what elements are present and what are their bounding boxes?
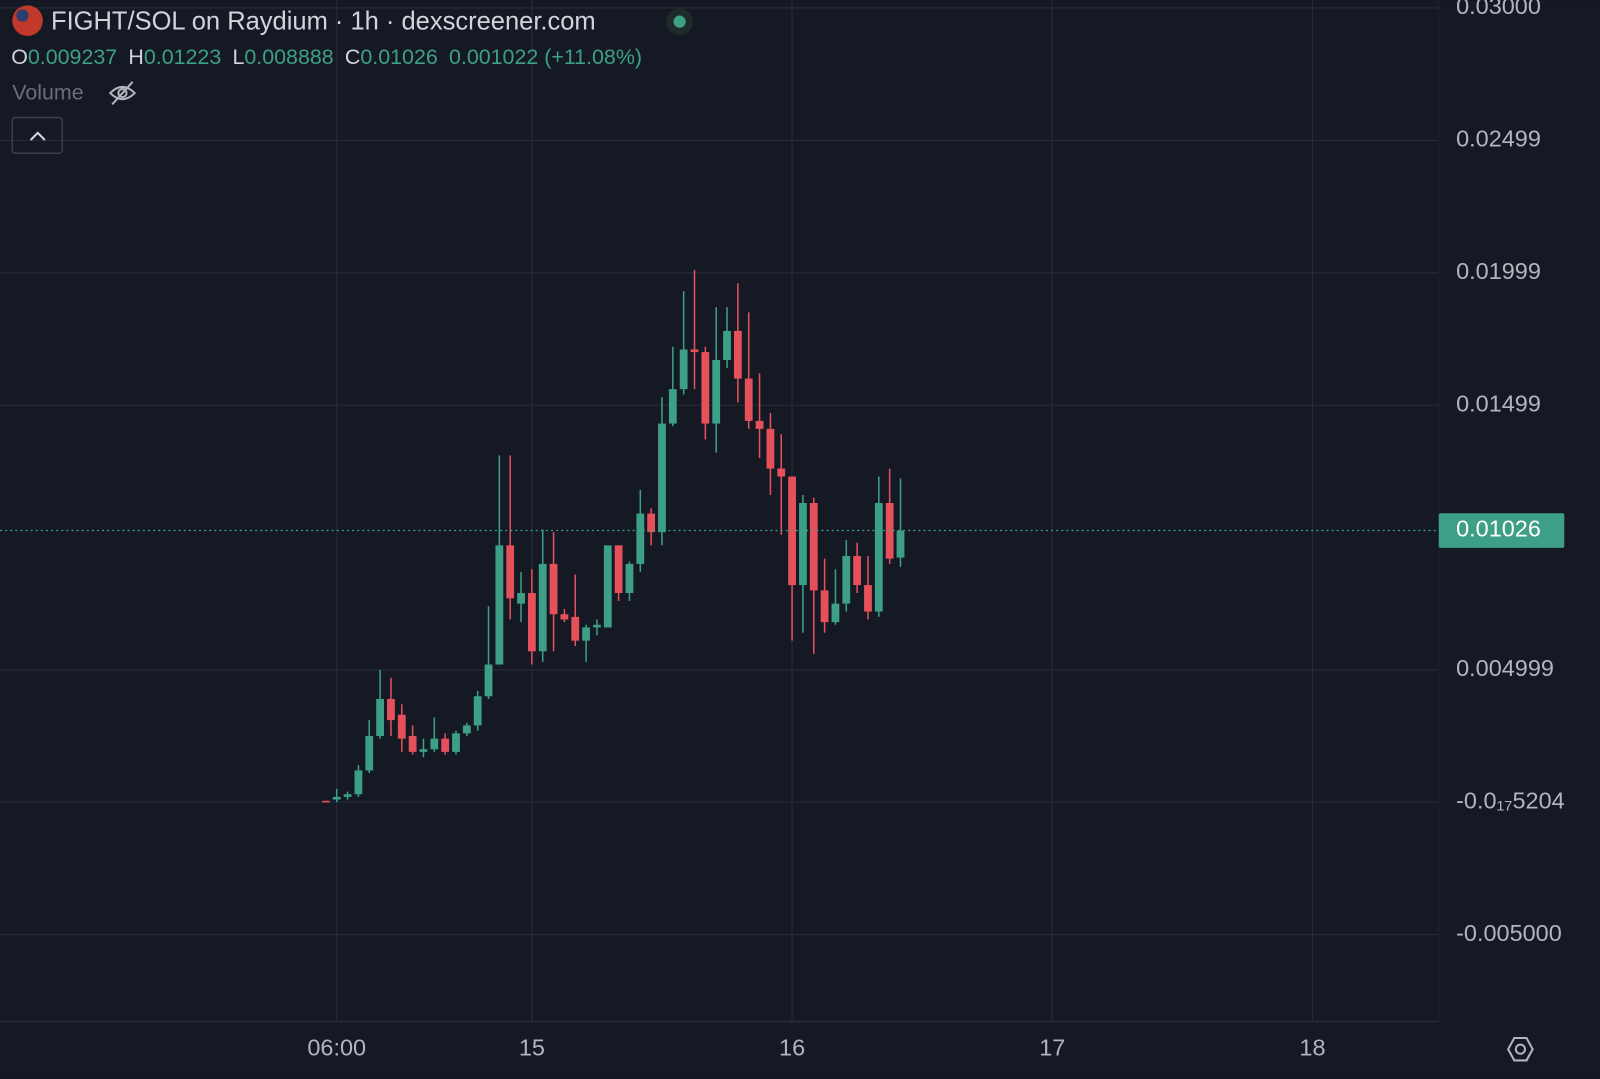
chart-title: FIGHT/SOL on Raydium · 1h · dexscreener.…: [51, 7, 596, 35]
candle-body: [452, 733, 460, 752]
candle-body: [744, 378, 753, 421]
candle-body: [636, 513, 645, 564]
candle-body: [332, 796, 341, 800]
x-tick-label: 17: [1039, 1034, 1065, 1060]
token-icon-detail: [16, 9, 29, 22]
token-icon: [12, 5, 43, 36]
settings-hex: [1507, 1036, 1534, 1062]
y-tick-label: 0.01999: [1456, 258, 1541, 284]
candle-body: [343, 794, 352, 797]
last-price-box: [1438, 513, 1565, 548]
candle-body: [842, 555, 851, 604]
candle-body: [430, 738, 439, 750]
candle-body: [321, 800, 330, 803]
ohlc-change: 0.001022 (+11.08%): [449, 45, 642, 69]
x-tick-label: 15: [519, 1034, 545, 1060]
ohlc-legend: O 0.009237 H 0.01223 L 0.008888 C 0.01026 0.0010…: [11, 45, 642, 69]
candle-body: [668, 389, 677, 424]
collapse-box: [11, 116, 64, 155]
ohlc-value: 0.008888: [244, 45, 333, 69]
collapse-arrow: [29, 131, 46, 141]
candle-body: [658, 423, 666, 533]
candle-body: [809, 503, 818, 591]
eye-slash: [111, 81, 134, 105]
candle-body: [614, 545, 623, 594]
header: FIGHT/SOL on Raydium · 1h · dexscreener.…: [11, 5, 693, 155]
y-tick-label: 0.004999: [1456, 655, 1554, 681]
candle-body: [712, 360, 721, 424]
candle-body: [874, 503, 883, 612]
ohlc-key: O: [11, 45, 28, 69]
x-tick-label: 18: [1299, 1034, 1325, 1060]
candle-body: [408, 735, 417, 752]
candle-body: [820, 590, 829, 623]
candle-body: [397, 714, 406, 739]
candle-body: [506, 545, 515, 599]
ohlc-key: C: [345, 45, 360, 69]
y-tick-label: -0.005000: [1456, 920, 1562, 946]
y-tick-label: 0.02499: [1456, 126, 1541, 152]
candle-body: [538, 563, 547, 652]
status-dot: [673, 15, 686, 28]
candle-body: [484, 664, 493, 697]
candle-body: [549, 563, 558, 615]
volume-label: Volume: [12, 81, 83, 105]
candle-body: [527, 593, 536, 652]
candle-body: [853, 555, 862, 586]
candle-body: [517, 593, 525, 604]
candle-body: [723, 330, 731, 361]
axis-labels: 0.03000 0.02499 0.01999 0.01499 0.004999 -0.0…: [307, 0, 1564, 1060]
candle-body: [766, 428, 775, 469]
y-tick-label: 0.01499: [1456, 391, 1541, 417]
y-tick-label: 0.03000: [1456, 0, 1541, 19]
settings-center: [1514, 1043, 1527, 1055]
candle-body: [571, 616, 580, 641]
candle-body: [733, 330, 742, 379]
candles: [0, 270, 1439, 803]
hide-icon[interactable]: [108, 81, 137, 105]
candle-body: [593, 624, 601, 628]
candle-body: [799, 503, 807, 586]
settings-button[interactable]: [1507, 1036, 1534, 1062]
last-price-label: 0.01026: [1456, 516, 1541, 542]
collapse-button[interactable]: [11, 116, 64, 155]
candle-body: [365, 735, 374, 771]
candle-body: [896, 530, 905, 558]
candle-body: [625, 563, 634, 594]
ohlc-key: L: [232, 45, 244, 69]
candle-body: [701, 352, 710, 424]
candle-body: [647, 513, 656, 533]
y-tick-label: -0.0₁₇5204: [1456, 787, 1565, 813]
ohlc-value: 0.01026: [360, 45, 437, 69]
candle-body: [755, 420, 764, 429]
candle-body: [354, 770, 363, 795]
candle-body: [495, 545, 504, 665]
x-tick-label: 06:00: [307, 1034, 366, 1060]
x-tick-label: 16: [779, 1034, 805, 1060]
candle-body: [690, 349, 699, 353]
candle-body: [441, 738, 450, 752]
candle-body: [473, 696, 482, 726]
candle-body: [679, 349, 688, 390]
candle-body: [582, 627, 590, 641]
eye-pupil: [117, 87, 128, 99]
candle-body: [462, 725, 471, 734]
ohlc-value: 0.01223: [144, 45, 221, 69]
candle-body: [376, 698, 385, 736]
candle-body: [419, 749, 428, 752]
candle-body: [777, 468, 786, 477]
candle-body: [603, 545, 612, 628]
candle-body: [560, 614, 569, 620]
candle-body: [864, 585, 872, 612]
ohlc-value: 0.009237: [28, 45, 117, 69]
ohlc-key: H: [128, 45, 143, 69]
candle-body: [387, 698, 395, 721]
candle-body: [831, 603, 840, 623]
